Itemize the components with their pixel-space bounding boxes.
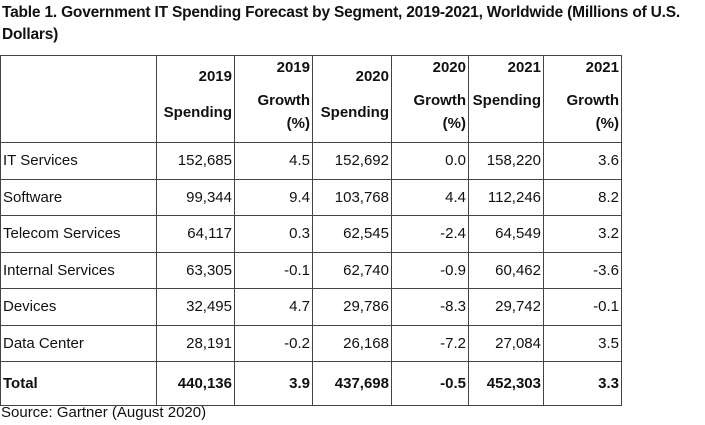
- header-label: Spending: [320, 104, 389, 121]
- header-row: 2019 Spending 2019 Growth (%) 2020 Spending …: [0, 55, 622, 143]
- segment-cell: Internal Services: [0, 251, 157, 289]
- header-label: Growth: [566, 92, 620, 109]
- header-2021-spending: 2021 Spending: [468, 55, 544, 143]
- header-unit: (%): [442, 115, 466, 132]
- header-2019-growth: 2019 Growth (%): [234, 55, 313, 143]
- header-unit: (%): [595, 115, 619, 132]
- segment-cell: Telecom Services: [0, 215, 157, 253]
- spending-cell: 440,136: [156, 361, 235, 406]
- growth-cell: -0.2: [234, 324, 313, 362]
- growth-cell: 9.4: [234, 178, 313, 216]
- growth-cell: 3.2: [543, 215, 622, 253]
- growth-cell: 3.9: [234, 361, 313, 406]
- header-label: Spending: [472, 92, 541, 109]
- growth-cell: 4.5: [234, 142, 313, 180]
- header-segment: [0, 55, 157, 143]
- growth-cell: -0.5: [391, 361, 469, 406]
- spending-cell: 60,462: [468, 251, 544, 289]
- spending-table: 2019 Spending 2019 Growth (%) 2020 Spending …: [0, 55, 622, 406]
- header-2021-growth: 2021 Growth (%): [543, 55, 622, 143]
- growth-cell: 4.4: [391, 178, 469, 216]
- segment-cell: Data Center: [0, 324, 157, 362]
- spending-cell: 99,344: [156, 178, 235, 216]
- spending-cell: 29,742: [468, 288, 544, 326]
- spending-cell: 112,246: [468, 178, 544, 216]
- spending-cell: 32,495: [156, 288, 235, 326]
- spending-cell: 452,303: [468, 361, 544, 406]
- table-title: Table 1. Government IT Spending Forecast…: [2, 4, 681, 43]
- header-2020-spending: 2020 Spending: [312, 55, 392, 143]
- spending-cell: 158,220: [468, 142, 544, 180]
- growth-cell: -0.9: [391, 251, 469, 289]
- header-unit: (%): [286, 115, 310, 132]
- table-row: Software 99,344 9.4 103,768 4.4 112,246 8.2: [0, 178, 622, 216]
- table-row: Devices 32,495 4.7 29,786 -8.3 29,742 -0.1: [0, 288, 622, 326]
- growth-cell: -0.1: [543, 288, 622, 326]
- header-year: 2019: [198, 68, 232, 85]
- source-note: Source: Gartner (August 2020): [1, 404, 207, 421]
- growth-cell: -7.2: [391, 324, 469, 362]
- header-label: Spending: [163, 104, 232, 121]
- table-row: Data Center 28,191 -0.2 26,168 -7.2 27,084 3.5: [0, 324, 622, 362]
- table-row: Telecom Services 64,117 0.3 62,545 -2.4 64,54…: [0, 215, 622, 253]
- header-year: 2020: [432, 59, 466, 76]
- spending-cell: 26,168: [312, 324, 392, 362]
- spending-cell: 28,191: [156, 324, 235, 362]
- header-label: Growth: [413, 92, 467, 109]
- growth-cell: 3.3: [543, 361, 622, 406]
- spending-cell: 27,084: [468, 324, 544, 362]
- segment-cell: Software: [0, 178, 157, 216]
- header-year: 2021: [585, 59, 619, 76]
- growth-cell: -8.3: [391, 288, 469, 326]
- header-2020-growth: 2020 Growth (%): [391, 55, 469, 143]
- header-year: 2019: [276, 59, 310, 76]
- segment-cell: Devices: [0, 288, 157, 326]
- spending-cell: 152,685: [156, 142, 235, 180]
- header-2019-spending: 2019 Spending: [156, 55, 235, 143]
- header-label: Growth: [257, 92, 311, 109]
- growth-cell: 8.2: [543, 178, 622, 216]
- spending-cell: 63,305: [156, 251, 235, 289]
- spending-cell: 64,549: [468, 215, 544, 253]
- spending-cell: 103,768: [312, 178, 392, 216]
- header-year: 2021: [507, 59, 541, 76]
- spending-cell: 437,698: [312, 361, 392, 406]
- spending-cell: 64,117: [156, 215, 235, 253]
- spending-cell: 62,740: [312, 251, 392, 289]
- growth-cell: 4.7: [234, 288, 313, 326]
- spending-cell: 152,692: [312, 142, 392, 180]
- segment-cell: IT Services: [0, 142, 157, 180]
- growth-cell: -0.1: [234, 251, 313, 289]
- growth-cell: -3.6: [543, 251, 622, 289]
- segment-cell: Total: [0, 361, 157, 406]
- growth-cell: 0.0: [391, 142, 469, 180]
- header-year: 2020: [355, 68, 389, 85]
- table-row: Internal Services 63,305 -0.1 62,740 -0.9 60,…: [0, 251, 622, 289]
- spending-cell: 62,545: [312, 215, 392, 253]
- total-row: Total 440,136 3.9 437,698 -0.5 452,303 3.3: [0, 361, 622, 406]
- growth-cell: 3.6: [543, 142, 622, 180]
- table-row: IT Services 152,685 4.5 152,692 0.0 158,220 3.…: [0, 142, 622, 180]
- growth-cell: 0.3: [234, 215, 313, 253]
- growth-cell: -2.4: [391, 215, 469, 253]
- spending-cell: 29,786: [312, 288, 392, 326]
- growth-cell: 3.5: [543, 324, 622, 362]
